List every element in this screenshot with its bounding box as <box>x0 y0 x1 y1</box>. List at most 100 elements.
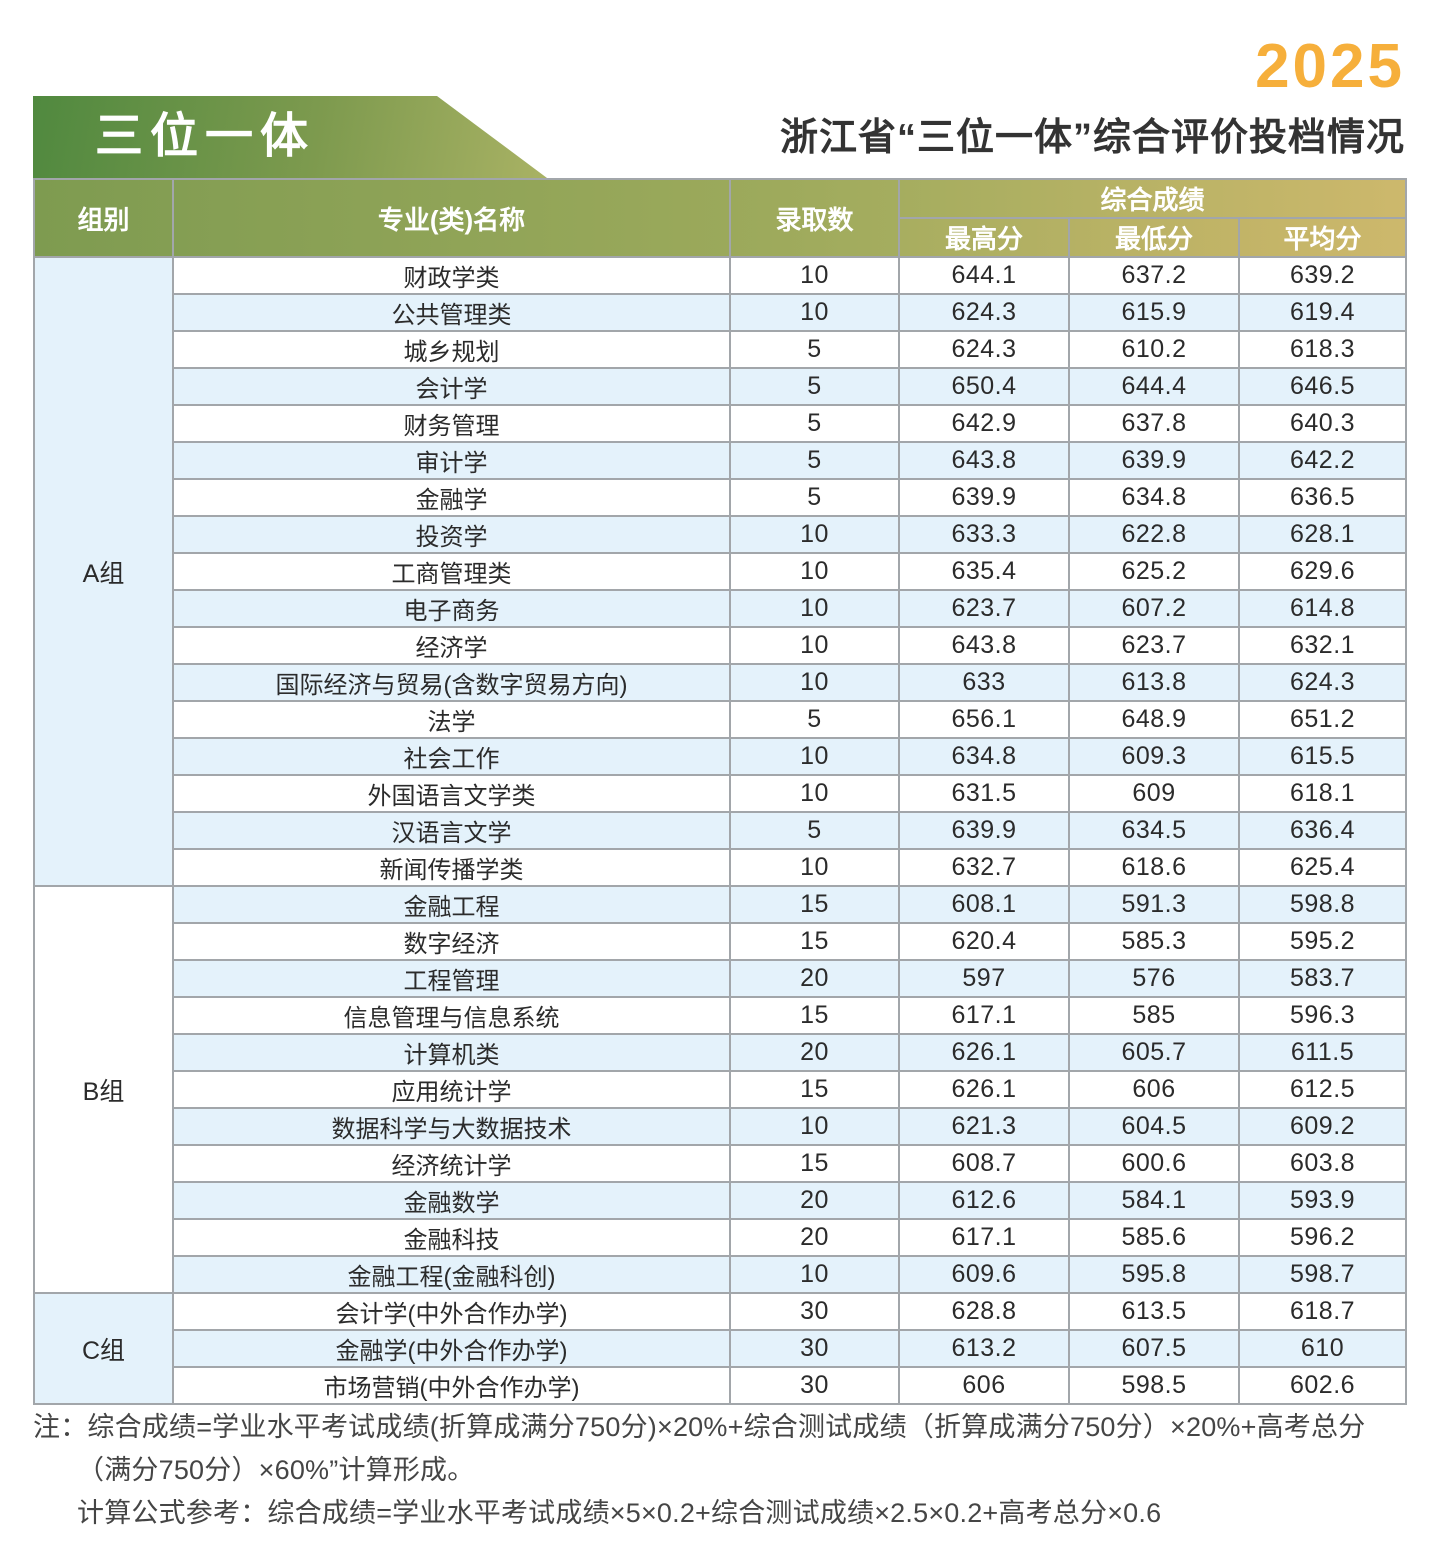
header-count: 录取数 <box>729 178 900 258</box>
table-row: 计算机类 20 626.1 605.7 611.5 <box>34 1033 1408 1072</box>
min-score-cell: 604.5 <box>1068 1107 1240 1146</box>
major-cell: 财政学类 <box>172 256 731 295</box>
major-cell: 金融科技 <box>172 1218 731 1257</box>
count-cell: 15 <box>729 1070 900 1109</box>
min-score-cell: 607.5 <box>1068 1329 1240 1368</box>
count-cell: 10 <box>729 552 900 591</box>
avg-score-cell: 610 <box>1237 1329 1408 1368</box>
major-cell: 经济学 <box>172 626 731 665</box>
table-row: 新闻传播学类 10 632.7 618.6 625.4 <box>34 848 1408 887</box>
min-score-cell: 625.2 <box>1068 552 1240 591</box>
major-cell: 审计学 <box>172 441 731 480</box>
header-major: 专业(类)名称 <box>172 178 731 258</box>
min-score-cell: 585 <box>1068 996 1240 1035</box>
min-score-cell: 600.6 <box>1068 1144 1240 1183</box>
min-score-cell: 634.8 <box>1068 478 1240 517</box>
avg-score-cell: 646.5 <box>1237 367 1408 406</box>
min-score-cell: 607.2 <box>1068 589 1240 628</box>
table-row: C组 会计学(中外合作办学) 30 628.8 613.5 618.7 <box>33 1292 1408 1405</box>
max-score-cell: 608.1 <box>898 885 1070 924</box>
max-score-cell: 643.8 <box>898 626 1070 665</box>
avg-score-cell: 614.8 <box>1237 589 1408 628</box>
count-cell: 15 <box>729 996 900 1035</box>
major-cell: 金融工程 <box>172 885 731 924</box>
major-cell: 应用统计学 <box>172 1070 731 1109</box>
max-score-cell: 626.1 <box>898 1070 1070 1109</box>
footnotes: 注：综合成绩=学业水平考试成绩(折算成满分750分)×20%+综合测试成绩（折算… <box>33 1406 1415 1535</box>
min-score-cell: 648.9 <box>1068 700 1240 739</box>
table-row: 应用统计学 15 626.1 606 612.5 <box>34 1070 1408 1109</box>
count-cell: 10 <box>729 256 900 295</box>
header-min-score: 最低分 <box>1068 217 1240 258</box>
avg-score-cell: 632.1 <box>1237 626 1408 665</box>
banner-ribbon: 三位一体 <box>33 96 547 178</box>
table-row: 会计学 5 650.4 644.4 646.5 <box>34 367 1408 406</box>
table-row: 信息管理与信息系统 15 617.1 585 596.3 <box>34 996 1408 1035</box>
note-formula-reference: 计算公式参考：综合成绩=学业水平考试成绩×5×0.2+综合测试成绩×2.5×0.… <box>77 1498 1162 1528</box>
avg-score-cell: 598.7 <box>1237 1255 1408 1294</box>
table-row: 汉语言文学 5 639.9 634.5 636.4 <box>34 811 1408 850</box>
table-row: 数据科学与大数据技术 10 621.3 604.5 609.2 <box>34 1107 1408 1146</box>
table-row: 金融学(中外合作办学) 30 613.2 607.5 610 <box>34 1329 1408 1368</box>
count-cell: 10 <box>729 589 900 628</box>
major-cell: 信息管理与信息系统 <box>172 996 731 1035</box>
count-cell: 20 <box>729 1181 900 1220</box>
major-cell: 数据科学与大数据技术 <box>172 1107 731 1146</box>
major-cell: 国际经济与贸易(含数字贸易方向) <box>172 663 731 702</box>
header-group: 组别 <box>33 178 174 258</box>
min-score-cell: 634.5 <box>1068 811 1240 850</box>
count-cell: 15 <box>729 885 900 924</box>
group-cell: A组 <box>33 256 174 887</box>
count-cell: 10 <box>729 663 900 702</box>
min-score-cell: 585.6 <box>1068 1218 1240 1257</box>
max-score-cell: 609.6 <box>898 1255 1070 1294</box>
count-cell: 30 <box>729 1329 900 1368</box>
max-score-cell: 612.6 <box>898 1181 1070 1220</box>
min-score-cell: 618.6 <box>1068 848 1240 887</box>
count-cell: 5 <box>729 404 900 443</box>
count-cell: 30 <box>729 1366 900 1405</box>
group-cell: B组 <box>33 885 174 1294</box>
min-score-cell: 605.7 <box>1068 1033 1240 1072</box>
min-score-cell: 637.8 <box>1068 404 1240 443</box>
max-score-cell: 643.8 <box>898 441 1070 480</box>
major-cell: 城乡规划 <box>172 330 731 369</box>
avg-score-cell: 609.2 <box>1237 1107 1408 1146</box>
avg-score-cell: 593.9 <box>1237 1181 1408 1220</box>
avg-score-cell: 615.5 <box>1237 737 1408 776</box>
max-score-cell: 656.1 <box>898 700 1070 739</box>
min-score-cell: 637.2 <box>1068 256 1240 295</box>
min-score-cell: 598.5 <box>1068 1366 1240 1405</box>
min-score-cell: 613.5 <box>1068 1292 1240 1331</box>
min-score-cell: 609 <box>1068 774 1240 813</box>
min-score-cell: 606 <box>1068 1070 1240 1109</box>
count-cell: 20 <box>729 1033 900 1072</box>
max-score-cell: 628.8 <box>898 1292 1070 1331</box>
table-row: 社会工作 10 634.8 609.3 615.5 <box>34 737 1408 776</box>
header-composite: 综合成绩 <box>897 178 1408 219</box>
max-score-cell: 626.1 <box>898 1033 1070 1072</box>
max-score-cell: 608.7 <box>898 1144 1070 1183</box>
count-cell: 20 <box>729 1218 900 1257</box>
count-cell: 15 <box>729 922 900 961</box>
max-score-cell: 635.4 <box>898 552 1070 591</box>
table-row: 法学 5 656.1 648.9 651.2 <box>34 700 1408 739</box>
major-cell: 新闻传播学类 <box>172 848 731 887</box>
count-cell: 10 <box>729 737 900 776</box>
min-score-cell: 591.3 <box>1068 885 1240 924</box>
major-cell: 金融工程(金融科创) <box>172 1255 731 1294</box>
header-max-score: 最高分 <box>898 217 1070 258</box>
major-cell: 工程管理 <box>172 959 731 998</box>
table-row: 经济统计学 15 608.7 600.6 603.8 <box>34 1144 1408 1183</box>
avg-score-cell: 618.1 <box>1237 774 1408 813</box>
table-row: 市场营销(中外合作办学) 30 606 598.5 602.6 <box>34 1366 1408 1405</box>
min-score-cell: 610.2 <box>1068 330 1240 369</box>
table-row: 工商管理类 10 635.4 625.2 629.6 <box>34 552 1408 591</box>
count-cell: 10 <box>729 626 900 665</box>
major-cell: 会计学(中外合作办学) <box>172 1292 731 1331</box>
max-score-cell: 639.9 <box>898 811 1070 850</box>
table-row: 金融工程(金融科创) 10 609.6 595.8 598.7 <box>34 1255 1408 1294</box>
count-cell: 5 <box>729 330 900 369</box>
count-cell: 10 <box>729 1107 900 1146</box>
